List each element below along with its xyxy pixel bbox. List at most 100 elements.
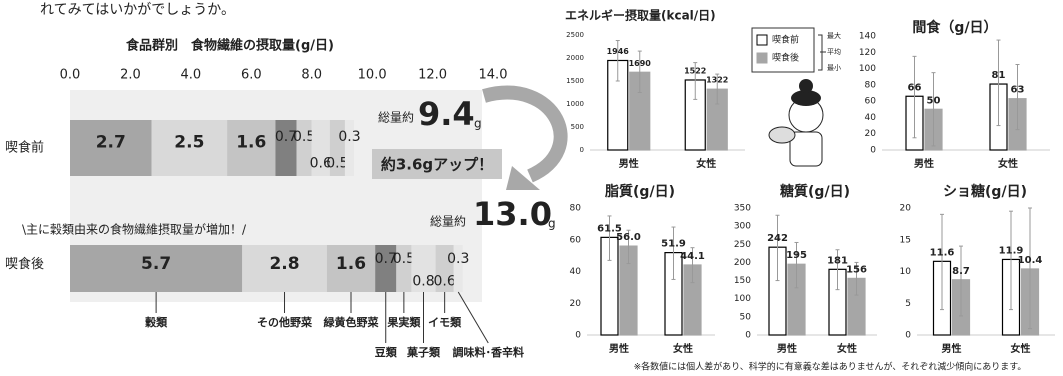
value-label: 2.8 — [269, 254, 299, 274]
category-label: 女性 — [998, 157, 1018, 170]
x-tick-label: 14.0 — [479, 68, 508, 83]
bar-segment — [311, 120, 330, 176]
y-tick-label: 80 — [570, 204, 582, 214]
category-label: 女性 — [673, 342, 693, 355]
legend-swatch — [756, 52, 768, 64]
value-label: 0.6 — [310, 156, 332, 172]
illustration — [768, 79, 824, 167]
value-label: 0.3 — [447, 251, 469, 267]
value-label: 8.7 — [952, 266, 970, 277]
bar-segment — [375, 245, 397, 292]
range-legend-label: 最小 — [827, 63, 841, 72]
category-label: 男性 — [914, 157, 934, 170]
value-label: 0.8 — [412, 274, 434, 290]
value-label: 2.7 — [96, 132, 126, 152]
total-unit: g — [548, 217, 556, 231]
y-tick-label: 20 — [900, 204, 912, 214]
value-label: 0.5 — [293, 129, 315, 145]
bar-segment — [151, 120, 228, 176]
category-label: 男性 — [942, 342, 962, 355]
intro-text: れてみてはいかがでしょうか。 — [40, 2, 235, 18]
bar-segment — [396, 245, 412, 292]
y-tick-label: 2500 — [566, 31, 584, 39]
value-label: 81 — [992, 70, 1006, 81]
y-tick-label: 60 — [865, 97, 877, 107]
x-tick-label: 0.0 — [60, 68, 81, 83]
chart-title: 食品群別 食物繊維の摂取量(g/日) — [126, 38, 334, 54]
value-label: 0.6 — [434, 274, 456, 290]
bar-segment — [435, 245, 454, 292]
value-label: 195 — [786, 250, 807, 261]
value-label: 0.5 — [326, 156, 348, 172]
value-label: 0.7 — [275, 129, 297, 145]
chart-title: 糖質(g/日) — [780, 183, 850, 200]
value-label: 1.6 — [336, 254, 366, 274]
category-label: 女性 — [1011, 342, 1031, 355]
value-label: 156 — [846, 264, 867, 275]
y-tick-label: 0 — [575, 331, 581, 341]
value-label: 5.7 — [141, 254, 171, 274]
x-tick-label: 6.0 — [241, 68, 262, 83]
value-label: 56.0 — [616, 232, 641, 243]
value-label: 1322 — [706, 76, 728, 85]
y-tick-label: 40 — [570, 267, 582, 277]
total-prefix: 総量約 — [378, 110, 414, 125]
value-label: 0.5 — [393, 251, 415, 267]
y-tick-label: 300 — [734, 222, 751, 232]
y-tick-label: 80 — [865, 80, 877, 90]
chart-title: エネルギー摂取量(kcal/日) — [565, 8, 716, 23]
footnote: ※各数値には個人差があり、科学的に有意義な差はありませんが、それぞれ減少傾向にあ… — [634, 361, 1027, 373]
value-label: 1946 — [607, 47, 630, 56]
y-tick-label: 100 — [859, 64, 876, 74]
bar-segment — [296, 120, 312, 176]
category-label: 男性 — [609, 342, 629, 355]
legend-label: 豆類 — [375, 345, 398, 359]
bar-segment — [453, 245, 463, 292]
value-label: 2.5 — [174, 132, 204, 152]
value-label: 242 — [767, 233, 788, 244]
y-tick-label: 60 — [570, 235, 582, 245]
y-tick-label: 100 — [734, 294, 751, 304]
value-label: 181 — [827, 255, 848, 266]
bar-segment — [70, 245, 243, 292]
y-tick-label: 350 — [734, 204, 751, 214]
bar-segment — [242, 245, 327, 292]
chart-title: 脂質(g/日) — [604, 183, 675, 200]
y-tick-label: 120 — [859, 48, 876, 58]
x-tick-label: 2.0 — [120, 68, 141, 83]
legend-label: 果実類 — [386, 315, 421, 329]
y-tick-label: 40 — [865, 113, 877, 123]
legend-label: 喫食前 — [772, 34, 799, 46]
y-tick-label: 0 — [905, 331, 911, 341]
y-tick-label: 20 — [570, 299, 582, 309]
bar-segment — [275, 120, 297, 176]
bar-segment — [70, 120, 152, 176]
category-label: 喫食後 — [5, 256, 44, 272]
leader-line — [457, 291, 489, 344]
total-before: 9.4 — [418, 95, 475, 133]
legend-label: 緑黄色野菜 — [323, 315, 379, 329]
y-tick-label: 0 — [870, 146, 876, 156]
arrow-head — [506, 166, 540, 190]
chart-title: ショ糖(g/日) — [943, 183, 1027, 200]
total-unit: g — [474, 117, 482, 131]
category-label: 男性 — [777, 342, 797, 355]
arrow — [482, 85, 568, 183]
value-label: 1690 — [629, 59, 652, 68]
value-label: 0.3 — [338, 129, 360, 145]
chart-title: 間食（g/日） — [912, 19, 997, 36]
value-label: 66 — [908, 82, 922, 93]
y-tick-label: 140 — [859, 32, 876, 42]
x-tick-label: 10.0 — [358, 68, 387, 83]
range-legend-label: 平均 — [827, 47, 841, 56]
bar-segment — [411, 245, 436, 292]
x-tick-label: 8.0 — [301, 68, 322, 83]
legend-swatch — [756, 34, 768, 46]
y-tick-label: 500 — [571, 123, 584, 131]
x-tick-label: 4.0 — [181, 68, 202, 83]
y-tick-label: 0 — [580, 146, 584, 154]
y-tick-label: 5 — [905, 299, 911, 309]
note: \主に穀類由来の食物繊維摂取量が増加！/ — [22, 222, 247, 237]
increase-text: 約3.6gアップ！ — [381, 156, 493, 174]
bar-segment — [329, 120, 345, 176]
